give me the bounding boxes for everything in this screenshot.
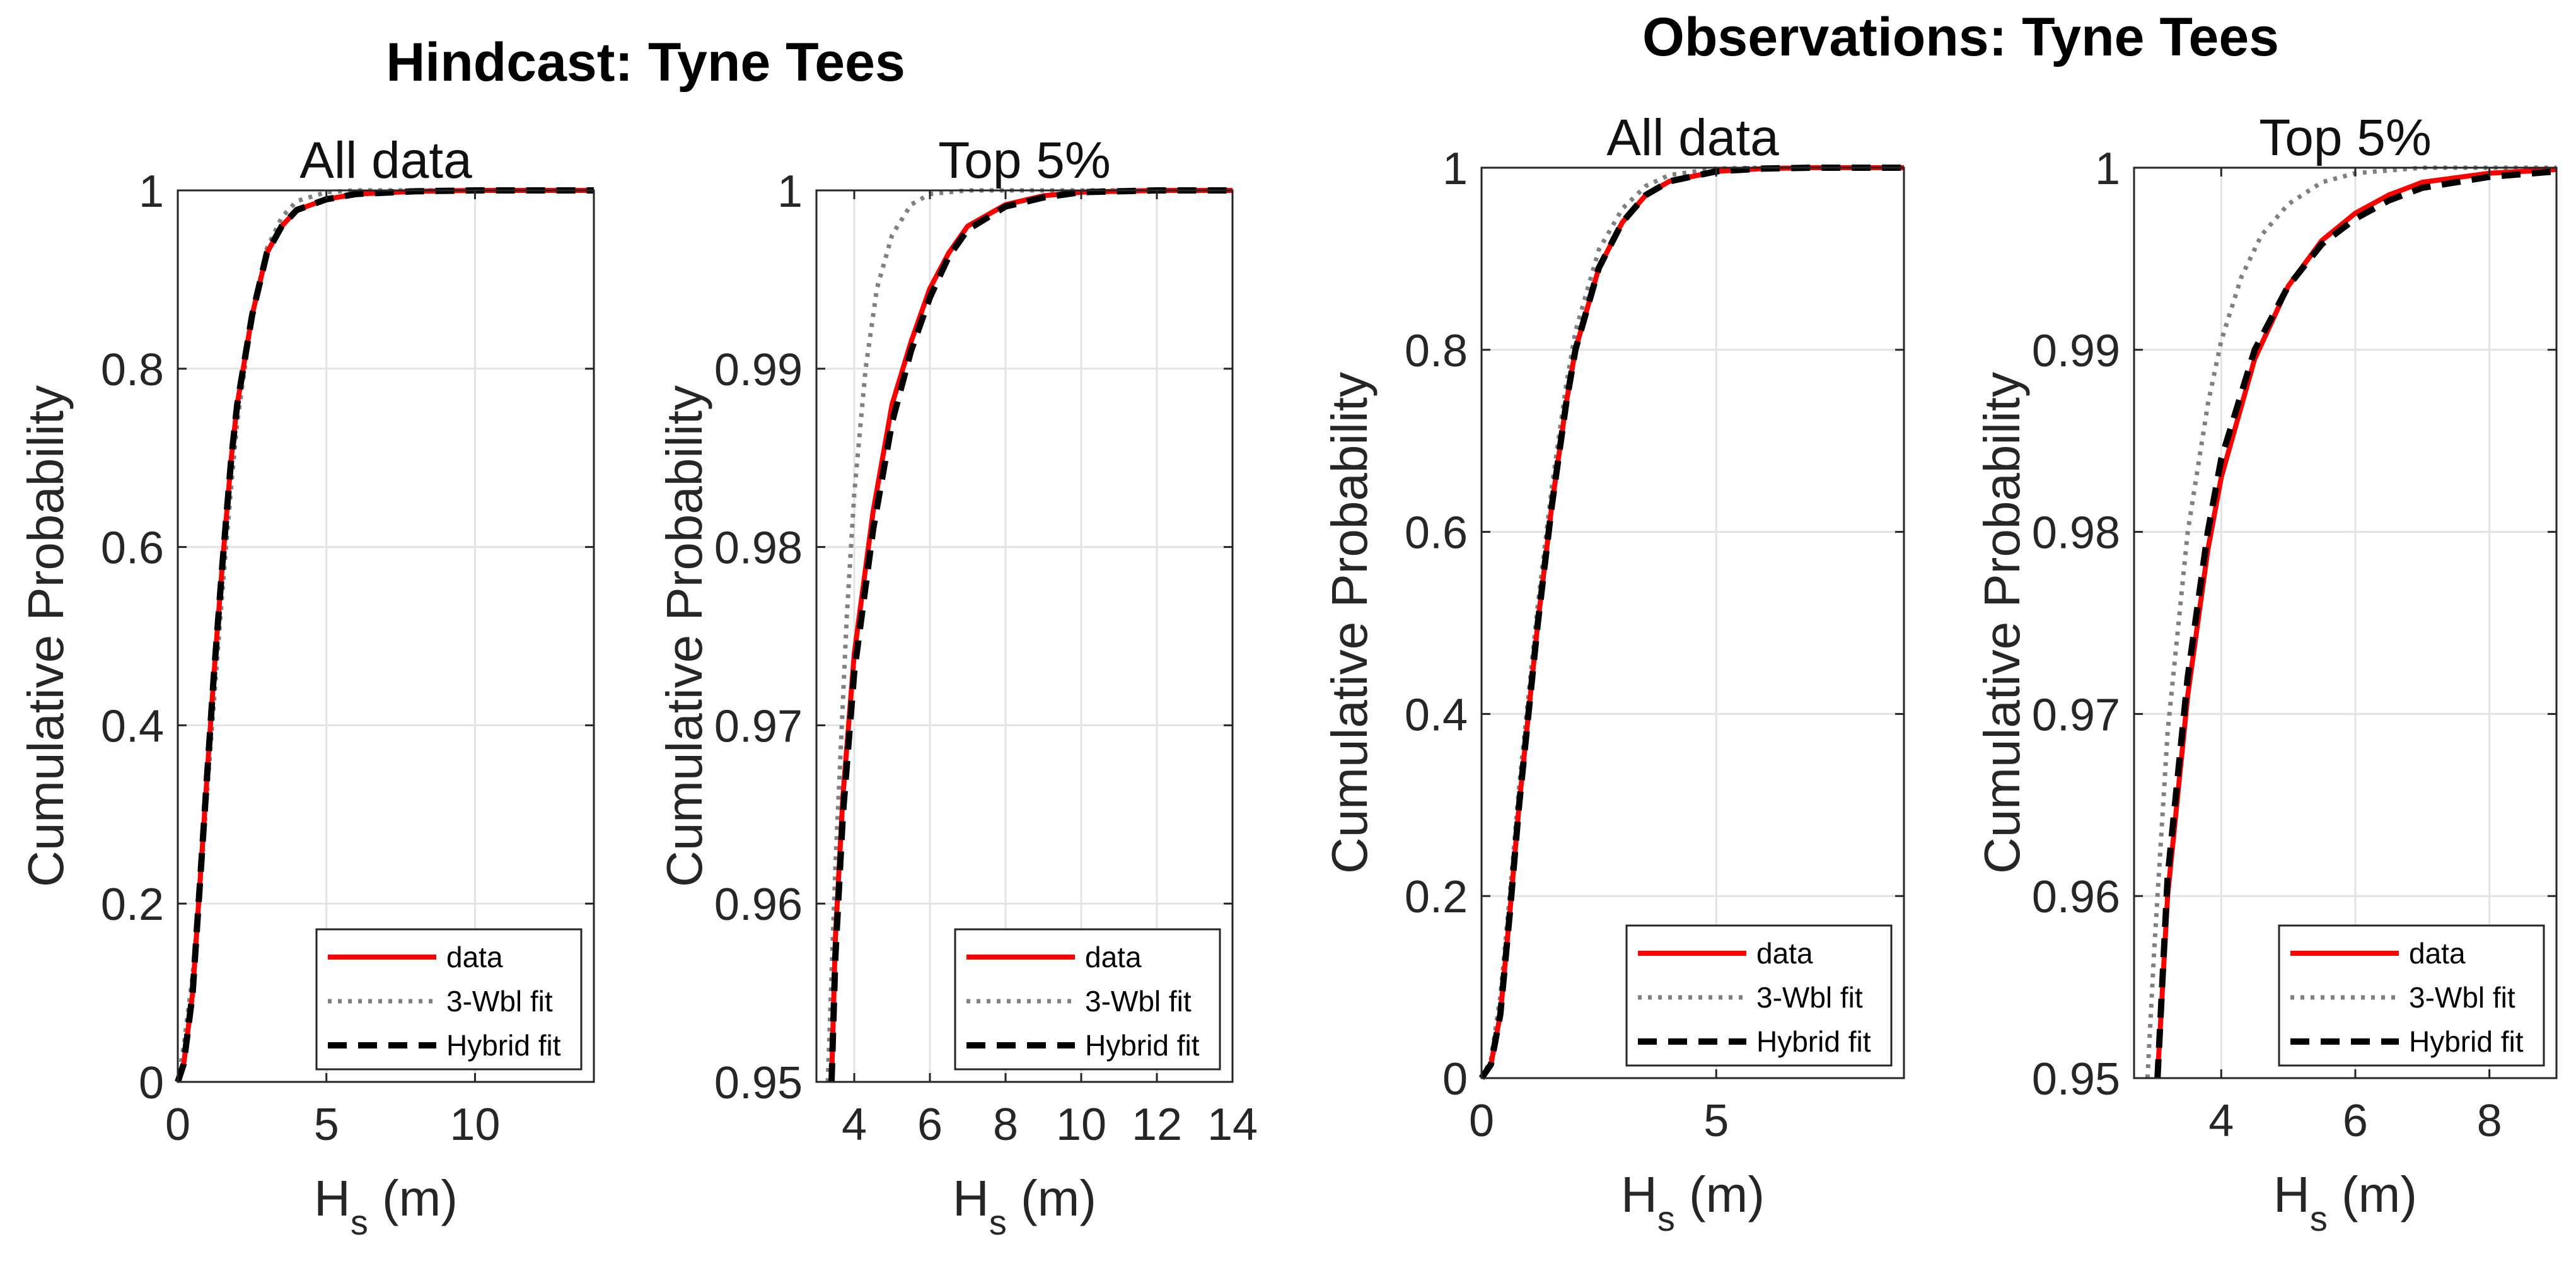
legend-label: data <box>1085 941 1142 973</box>
axes-box <box>1480 166 1905 1079</box>
y-tick-label: 0.97 <box>714 701 803 752</box>
x-tick-label: 12 <box>1132 1100 1182 1150</box>
y-tick-label: 0.4 <box>1405 690 1468 740</box>
y-tick-label: 0.95 <box>2032 1054 2120 1105</box>
x-tick-label: 6 <box>2343 1096 2368 1146</box>
panel-title: All data <box>299 132 472 189</box>
y-tick-label: 1 <box>139 166 164 217</box>
y-tick-label: 0.2 <box>101 880 164 930</box>
x-tick-label: 10 <box>1056 1100 1106 1150</box>
panel-title: Top 5% <box>2259 109 2432 166</box>
axes-box <box>177 189 595 1083</box>
y-tick-label: 0.96 <box>714 880 803 930</box>
y-tick-label: 0.99 <box>714 345 803 395</box>
y-tick-label: 0.98 <box>714 523 803 574</box>
y-tick-label: 0.8 <box>1405 326 1468 376</box>
y-axis-label: Cumulative Probability <box>1974 372 2030 874</box>
x-tick-label: 5 <box>314 1100 339 1150</box>
x-tick-label: 14 <box>1207 1100 1258 1150</box>
legend-label: data <box>2409 937 2466 970</box>
axes-box <box>815 189 1234 1083</box>
legend-label: Hybrid fit <box>446 1029 561 1062</box>
series-line-hybrid-fit <box>828 187 1233 1083</box>
x-tick-label: 6 <box>917 1100 943 1150</box>
axes-box <box>2133 166 2558 1079</box>
y-axis-label: Cumulative Probability <box>656 385 712 887</box>
y-axis-label: Cumulative Probability <box>1321 372 1378 874</box>
y-tick-label: 1 <box>1442 144 1468 194</box>
legend-label: 3-Wbl fit <box>2409 981 2515 1014</box>
x-tick-label: 0 <box>1469 1096 1494 1146</box>
panel-title: Top 5% <box>938 132 1111 189</box>
y-tick-label: 0.99 <box>2032 326 2120 376</box>
series-line-hybrid-fit <box>2154 168 2557 1079</box>
legend-label: 3-Wbl fit <box>446 985 553 1018</box>
y-tick-label: 0.6 <box>101 523 164 574</box>
y-tick-label: 1 <box>777 166 803 217</box>
series-line-data <box>175 188 594 1083</box>
x-tick-label: 0 <box>165 1100 190 1150</box>
group-title-observations: Observations: Tyne Tees <box>1642 7 2279 67</box>
panel-title: All data <box>1606 109 1779 166</box>
x-tick-label: 10 <box>450 1100 500 1150</box>
legend-label: data <box>1756 937 1813 970</box>
y-tick-label: 0.97 <box>2032 690 2120 740</box>
x-tick-label: 4 <box>842 1100 867 1150</box>
y-tick-label: 0 <box>139 1058 164 1108</box>
group-title-hindcast: Hindcast: Tyne Tees <box>386 32 905 93</box>
y-axis-label: Cumulative Probability <box>18 385 74 887</box>
x-tick-label: 8 <box>993 1100 1018 1150</box>
series-line-hybrid-fit <box>1478 165 1904 1080</box>
x-tick-label: 5 <box>1703 1096 1729 1146</box>
y-tick-label: 0.96 <box>2032 872 2120 922</box>
y-tick-label: 0.8 <box>101 345 164 395</box>
y-tick-label: 0.95 <box>714 1058 803 1108</box>
legend-label: data <box>446 941 503 973</box>
y-tick-label: 1 <box>2095 144 2120 194</box>
y-tick-label: 0.4 <box>101 701 164 752</box>
y-tick-label: 0 <box>1442 1054 1468 1105</box>
series-line-data <box>2155 166 2557 1079</box>
x-tick-label: 4 <box>2208 1096 2234 1146</box>
legend-label: Hybrid fit <box>2409 1025 2524 1058</box>
y-tick-label: 0.98 <box>2032 508 2120 559</box>
legend-label: Hybrid fit <box>1085 1029 1200 1062</box>
y-tick-label: 0.6 <box>1405 508 1468 559</box>
legend-label: Hybrid fit <box>1756 1025 1871 1058</box>
legend-label: 3-Wbl fit <box>1085 985 1192 1018</box>
x-tick-label: 8 <box>2477 1096 2502 1146</box>
legend-label: 3-Wbl fit <box>1756 981 1863 1014</box>
y-tick-label: 0.2 <box>1405 872 1468 922</box>
